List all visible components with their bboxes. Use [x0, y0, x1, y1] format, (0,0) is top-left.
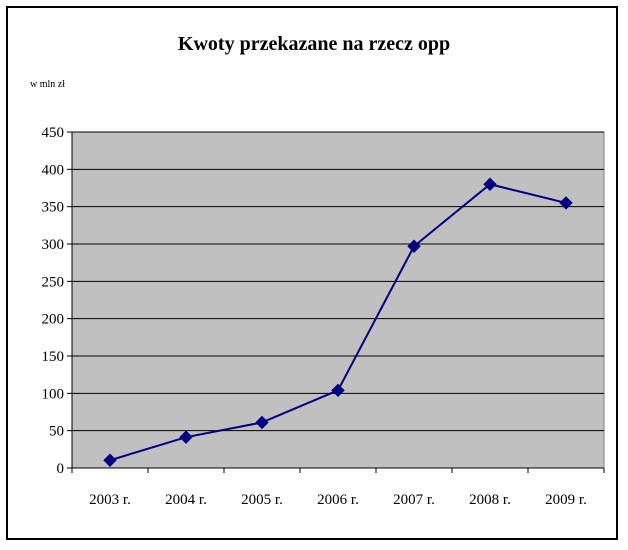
chart-title: Kwoty przekazane na rzecz opp — [178, 33, 450, 55]
y-tick-label: 250 — [42, 274, 65, 290]
x-tick-label: 2004 r. — [165, 492, 207, 508]
data-point — [407, 239, 421, 253]
y-tick-label: 0 — [57, 461, 65, 477]
x-tick-label: 2005 r. — [241, 492, 283, 508]
y-tick-label: 350 — [42, 200, 65, 216]
x-tick-label: 2006 r. — [317, 492, 359, 508]
data-point — [559, 196, 573, 210]
y-tick-label: 450 — [42, 125, 65, 141]
x-tick-label: 2007 r. — [393, 492, 435, 508]
y-tick-label: 50 — [49, 424, 64, 440]
x-tick-label: 2009 r. — [545, 492, 587, 508]
data-point — [103, 453, 117, 467]
y-tick-label: 200 — [42, 312, 65, 328]
data-point — [255, 415, 269, 430]
unit-label: w mln zł — [30, 79, 65, 90]
y-tick-label: 300 — [42, 237, 65, 253]
plot-area — [71, 131, 605, 469]
y-tick-label: 400 — [42, 162, 65, 178]
y-tick-label: 100 — [42, 386, 65, 402]
data-point — [331, 383, 345, 398]
data-point — [483, 177, 497, 191]
x-tick-label: 2003 r. — [89, 492, 131, 508]
y-tick-label: 150 — [42, 349, 65, 365]
x-tick-label: 2008 r. — [469, 492, 511, 508]
data-point — [179, 430, 193, 444]
